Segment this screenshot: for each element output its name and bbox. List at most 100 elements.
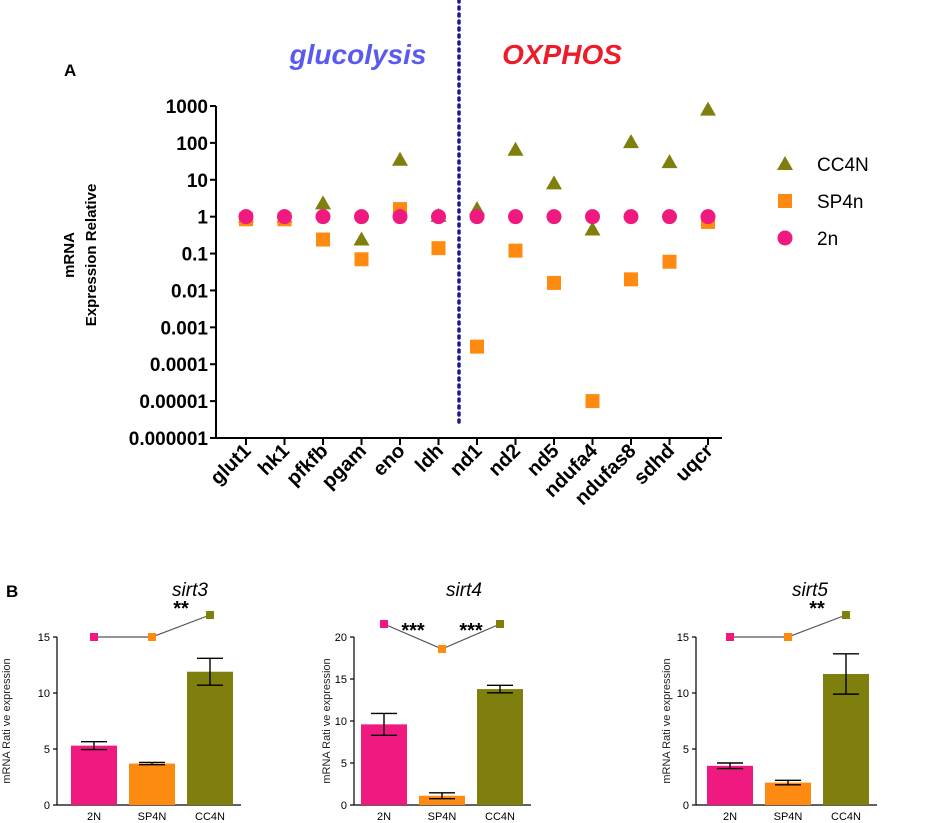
significance-label: *** [401,620,425,642]
legend-label-sp4n: SP4n [817,192,863,213]
y-tick-label: 0 [341,800,347,812]
point-sp4n-sdhd [662,254,677,269]
y-tick-label: 1000 [166,97,208,118]
x-tick-label: 2N [377,811,391,823]
significance-marker-CC4N [842,611,850,619]
chart-sirt4: sirt4 mRNA Rati ve expression 0 5 10 15 20 2N SP… [321,580,531,823]
y-tick-label: 0 [683,800,689,812]
y-axis-title-line1: mRNA [61,232,78,278]
point-cc4n-pgam [353,231,370,246]
point-2n-ldh [431,209,446,225]
point-2n-nd2 [508,209,523,225]
bar-2N [71,745,117,805]
y-tick-label: 10 [38,688,50,700]
y-tick-label: 0.001 [160,318,208,339]
y-axis-title: mRNA Rati ve expression [1,658,13,783]
y-tick-label: 15 [335,674,347,686]
point-2n-glut1 [238,209,254,225]
significance-marker-CC4N [496,620,504,628]
point-2n-pfkfb [315,209,331,225]
legend-label-2n: 2n [817,229,838,250]
point-sp4n-pfkfb [316,232,330,247]
bar-2N [361,724,407,805]
x-tick-label: CC4N [485,811,515,823]
point-sp4n-ndufas8 [624,272,638,287]
glucolysis-region-label: glucolysis [289,39,427,70]
bar-CC4N [477,689,523,805]
x-tick-label: pgam [318,440,371,493]
point-cc4n-nd5 [546,175,562,190]
significance-marker-2N [726,633,734,641]
x-tick-label: uqcr [671,440,717,486]
y-tick-label: 0.00001 [139,392,208,413]
legend-marker-cc4n [777,156,793,170]
chart-sirt5: sirt5 mRNA Rati ve expression 0 5 10 15 2N SP4N… [661,580,877,823]
y-axis-title-line2: Expression Relative [83,184,100,327]
significance-label: *** [459,620,483,642]
x-tick-label: sdhd [630,440,679,489]
y-tick-label: 15 [677,632,689,644]
y-tick-label: 20 [335,632,347,644]
y-tick-label: 10 [187,171,208,192]
x-tick-label: CC4N [195,811,225,823]
oxphos-region-label: OXPHOS [502,39,622,70]
point-cc4n-ndufas8 [623,134,639,149]
point-2n-nd1 [469,209,485,225]
y-tick-label: 1 [197,208,208,229]
y-tick-label: 0.01 [171,281,208,302]
y-tick-label: 5 [341,758,347,770]
y-tick-label: 100 [176,134,208,155]
chart-title-sirt4: sirt4 [446,580,482,601]
y-tick-label: 0.000001 [129,429,209,450]
x-tick-label: eno [369,440,410,481]
y-tick-label: 5 [683,744,689,756]
point-2n-ndufa4 [585,209,600,225]
bar-SP4N [129,763,175,805]
y-axis-title: mRNA Rati ve expression [321,658,333,783]
point-cc4n-uqcr [700,101,716,116]
point-sp4n-ldh [431,241,446,256]
x-tick-label: SP4N [774,811,803,823]
point-sp4n-nd1 [470,339,484,354]
point-2n-nd5 [546,209,562,225]
x-tick-label: nd1 [446,440,487,481]
y-axis-title: mRNA Rati ve expression [661,658,673,783]
point-sp4n-nd5 [547,275,561,290]
panel-b-label: B [6,582,18,601]
panel-a-label: A [64,61,76,80]
x-tick-label: 2N [723,811,737,823]
point-2n-hk1 [277,209,292,225]
point-cc4n-nd2 [507,141,524,156]
sirt-bar-charts: sirt3 mRNA Rati ve expression 0 5 10 15 2N SP4N… [1,580,877,823]
y-axis-ticks: 1000 100 10 1 0.1 0.01 0.001 0.0001 0.00001 0.000… [129,97,216,450]
legend-marker-sp4n [778,194,792,208]
x-tick-label: 2N [87,811,101,823]
x-tick-label: SP4N [428,811,457,823]
significance-label: ** [809,598,825,620]
significance-marker-SP4N [148,633,156,641]
x-tick-label: glut1 [206,440,255,489]
y-tick-label: 5 [44,744,50,756]
chart-title-sirt5: sirt5 [792,580,828,601]
y-tick-label: 15 [38,632,50,644]
y-tick-label: 0.1 [182,245,209,266]
point-cc4n-sdhd [661,154,678,169]
point-cc4n-pfkfb [315,195,331,210]
point-sp4n-pgam [354,252,369,267]
significance-label: ** [173,598,189,620]
legend-marker-2n [777,230,793,246]
y-tick-label: 0.0001 [150,355,209,376]
point-2n-eno [392,209,408,225]
x-tick-label: nd2 [484,440,525,481]
bar-SP4N [765,782,811,805]
significance-marker-2N [380,620,388,628]
data-points [238,101,716,409]
x-tick-label: SP4N [138,811,167,823]
point-2n-uqcr [700,209,716,225]
significance-marker-SP4N [438,645,446,653]
bar-CC4N [823,673,869,805]
chart-sirt3: sirt3 mRNA Rati ve expression 0 5 10 15 2N SP4N… [1,580,241,823]
bar-2N [707,765,753,805]
